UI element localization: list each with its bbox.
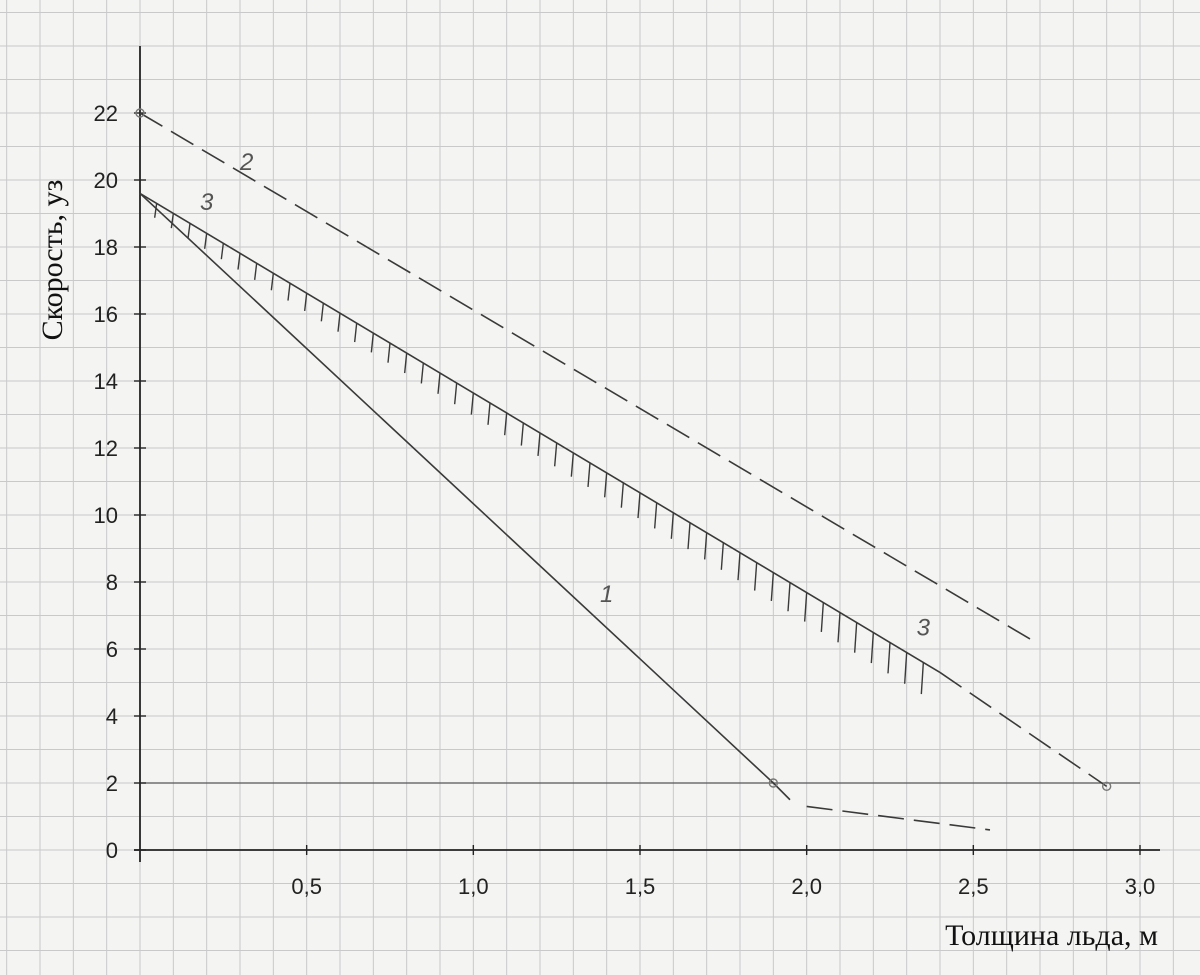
hatch-mark	[337, 313, 341, 332]
hatch-mark	[703, 532, 708, 560]
y-tick-label: 2	[106, 771, 118, 796]
hatch-mark	[387, 343, 391, 363]
x-tick-label: 2,0	[791, 874, 822, 899]
curve-label: 3	[200, 189, 214, 216]
hatch-mark	[603, 472, 608, 498]
hatch-mark	[287, 283, 291, 301]
hatch-mark	[170, 213, 175, 229]
curve-label: 1	[600, 581, 613, 608]
y-tick-label: 0	[106, 838, 118, 863]
hatch-mark	[737, 552, 741, 581]
hatch-mark	[520, 422, 525, 446]
hatch-mark	[720, 542, 725, 570]
hatch-mark	[870, 632, 875, 664]
y-tick-label: 20	[94, 168, 118, 193]
hatch-mark	[187, 223, 191, 239]
hatch-mark	[253, 263, 258, 280]
hatch-mark	[303, 293, 308, 312]
y-tick-label: 16	[94, 302, 118, 327]
y-tick-label: 12	[94, 436, 118, 461]
hatch-mark	[620, 482, 625, 508]
hatch-mark	[237, 253, 241, 270]
hatch-mark	[203, 233, 208, 249]
hatch-mark	[887, 642, 891, 674]
hatch-mark	[537, 432, 541, 456]
hatch-mark	[553, 442, 558, 467]
hatch-mark	[420, 362, 425, 384]
x-tick-label: 3,0	[1125, 874, 1156, 899]
x-tick-label: 1,0	[458, 874, 489, 899]
series-point	[135, 108, 145, 118]
x-axis-title: Толщина льда, м	[945, 919, 1158, 952]
curve-label: 3	[917, 615, 931, 642]
series-line-1	[139, 192, 791, 801]
hatch-mark	[687, 522, 691, 550]
y-tick-label: 14	[94, 369, 118, 394]
hatch-mark	[570, 452, 575, 477]
x-tick-label: 0,5	[291, 874, 322, 899]
hatch-mark	[637, 492, 641, 519]
hatch-mark	[403, 353, 408, 374]
hatch-mark	[837, 612, 841, 643]
hatch-mark	[920, 662, 925, 695]
series-line-1	[806, 805, 991, 831]
axes	[134, 46, 1160, 862]
hatch-mark	[853, 622, 858, 653]
hatch-mark	[753, 562, 758, 591]
hatch-mark	[653, 502, 658, 529]
series-line-2	[139, 112, 1031, 640]
series	[135, 108, 1112, 831]
hatch-mark	[270, 273, 275, 291]
series-point	[1101, 781, 1112, 792]
curve-label: 2	[239, 149, 253, 176]
hatch-mark	[370, 333, 375, 353]
hatch-mark	[470, 392, 475, 415]
y-tick-label: 22	[94, 101, 118, 126]
y-tick-label: 10	[94, 503, 118, 528]
series-line-3	[939, 671, 1108, 788]
hatch-mark	[503, 412, 508, 436]
hatch-mark	[320, 303, 325, 322]
series-point	[768, 778, 779, 788]
hatch-mark	[670, 512, 675, 539]
hatch-mark	[153, 203, 158, 218]
hatch-mark	[220, 243, 225, 260]
y-tick-label: 4	[106, 704, 118, 729]
hatch-mark	[903, 652, 908, 684]
y-tick-label: 6	[106, 637, 118, 662]
hatch-mark	[437, 372, 441, 394]
hatch-mark	[770, 572, 775, 601]
y-tick-label: 18	[94, 235, 118, 260]
hatch-mark	[820, 602, 825, 633]
hatch-mark	[453, 382, 458, 405]
x-tick-label: 2,5	[958, 874, 989, 899]
hatch-mark	[487, 402, 491, 425]
y-axis-title: Скорость, уз	[36, 180, 69, 341]
hatch-mark	[353, 323, 358, 343]
hatch-mark	[803, 592, 808, 622]
hatch-mark	[787, 582, 791, 612]
hatch-mark	[587, 462, 591, 488]
x-tick-label: 1,5	[625, 874, 656, 899]
y-tick-label: 8	[106, 570, 118, 595]
